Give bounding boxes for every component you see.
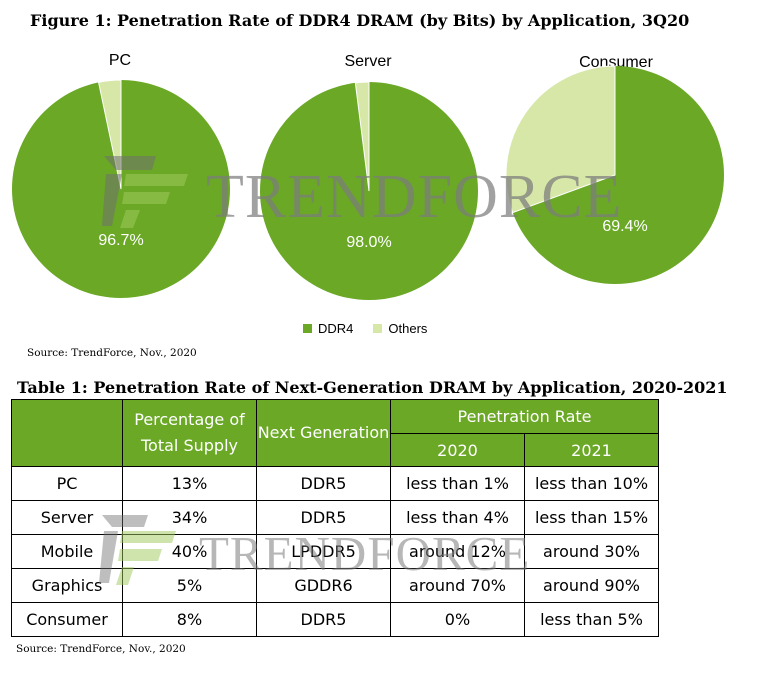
table-row: PC 13% DDR5 less than 1% less than 10% — [11, 466, 659, 501]
figure-source: Source: TrendForce, Nov., 2020 — [27, 347, 197, 359]
trendforce-logo-icon-table — [99, 515, 176, 585]
header-blank — [11, 399, 123, 467]
table-cell-y2020: less than 4% — [390, 500, 525, 535]
table-cell-y2021: less than 15% — [524, 500, 659, 535]
pie-data-label: 69.4% — [602, 218, 647, 235]
trendforce-logo-icon — [102, 156, 188, 228]
pie-charts: 96.7% 98.0% 69.4% — [12, 65, 724, 300]
table-cell-pct: 8% — [122, 602, 257, 637]
header-percentage: Percentage of Total Supply — [122, 399, 257, 467]
table-cell-y2021: less than 5% — [524, 602, 659, 637]
header-next-generation: Next Generation — [256, 399, 391, 467]
table-row: Graphics 5% GDDR6 around 70% around 90% — [11, 568, 659, 603]
table-cell-y2021: less than 10% — [524, 466, 659, 501]
header-penetration-rate: Penetration Rate — [390, 399, 659, 434]
legend-swatch-ddr4 — [303, 324, 312, 333]
table-cell-y2020: 0% — [390, 602, 525, 637]
table-cell-y2020: around 12% — [390, 534, 525, 569]
pie-title-pc: PC — [108, 52, 132, 69]
table-cell-next: DDR5 — [256, 466, 391, 501]
legend-label-ddr4: DDR4 — [318, 321, 354, 336]
table-cell-y2021: around 90% — [524, 568, 659, 603]
legend-swatch-others — [373, 324, 383, 333]
table-row: Consumer 8% DDR5 0% less than 5% — [11, 602, 659, 637]
watermark-text-table: TRENDFORCE — [199, 526, 531, 581]
table-cell-app: Consumer — [11, 602, 123, 637]
table-row: Mobile 40% LPDDR5 around 12% around 30% — [11, 534, 659, 569]
figure-title: Figure 1: Penetration Rate of DDR4 DRAM … — [30, 11, 690, 30]
table-cell-y2021: around 30% — [524, 534, 659, 569]
pie-data-label: 96.7% — [98, 232, 143, 249]
table-cell-pct: 34% — [122, 500, 257, 535]
table-cell-app: PC — [11, 466, 123, 501]
table-cell-next: DDR5 — [256, 602, 391, 637]
pie-slice-others — [354, 81, 370, 192]
pie-title-server: Server — [344, 53, 392, 70]
table-cell-pct: 13% — [122, 466, 257, 501]
pie-slice-others — [505, 65, 616, 214]
table-cell-y2020: less than 1% — [390, 466, 525, 501]
table-cell-next: GDDR6 — [256, 568, 391, 603]
table-cell-next: LPDDR5 — [256, 534, 391, 569]
pie-title-consumer: Consumer — [579, 54, 653, 71]
legend: DDR4 Others — [303, 321, 427, 336]
pie-data-label: 98.0% — [346, 234, 391, 251]
table-source: Source: TrendForce, Nov., 2020 — [16, 643, 186, 655]
header-2021: 2021 — [524, 433, 659, 467]
watermark-text: TRENDFORCE — [206, 163, 623, 231]
penetration-table: Percentage of Total Supply Next Generati… — [11, 399, 659, 637]
table-cell-next: DDR5 — [256, 500, 391, 535]
table-title: Table 1: Penetration Rate of Next-Genera… — [17, 378, 728, 397]
legend-label-others: Others — [388, 321, 428, 336]
header-2020: 2020 — [390, 433, 525, 467]
